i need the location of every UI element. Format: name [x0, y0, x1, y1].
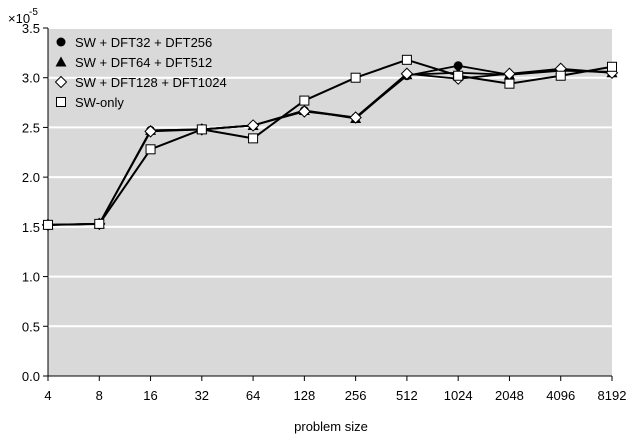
data-point: [298, 105, 311, 118]
series-line: [47, 67, 613, 226]
y-tick-label: 0.0: [22, 369, 40, 384]
y-tick-label: 0.5: [22, 319, 40, 334]
data-point: [349, 111, 362, 124]
data-point: [453, 70, 464, 81]
x-tick-label: 1024: [444, 388, 473, 403]
legend-entry: SW + DFT128 + DFT1024: [75, 75, 227, 90]
plot-area: 0.0 0.5 1.0 1.5 2.0 2.5 3.0 3.5 4 8 16 32 64 128 256 51…: [22, 21, 627, 403]
legend-marker: [54, 75, 68, 89]
x-tick-label: 8192: [598, 388, 627, 403]
data-point: [350, 72, 361, 83]
x-tick-label: 4096: [546, 388, 575, 403]
series-line: [47, 58, 613, 226]
legend-marker: [55, 56, 67, 67]
y-tick-label: 3.0: [22, 71, 40, 86]
data-point: [43, 219, 53, 230]
data-point: [453, 61, 463, 71]
x-tick-label: 16: [143, 388, 157, 403]
legend-entry: SW-only: [75, 95, 124, 110]
legend-entry: SW + DFT64 + DFT512: [75, 55, 212, 70]
legend-entry: SW + DFT32 + DFT256: [75, 35, 212, 50]
y-axis-exponent-power: -5: [29, 7, 38, 18]
x-tick-label: 4: [44, 388, 51, 403]
x-tick-label: 32: [195, 388, 209, 403]
data-point: [94, 218, 105, 229]
data-point: [504, 78, 515, 89]
legend-marker: [56, 37, 66, 47]
legend-marker: [56, 97, 66, 107]
x-tick-label: 2048: [495, 388, 524, 403]
data-point: [144, 125, 157, 138]
x-tick-label: 256: [345, 388, 367, 403]
y-tick-label: 1.0: [22, 270, 40, 285]
y-tick-label: 3.5: [22, 21, 40, 36]
x-axis-label: problem size: [294, 419, 368, 434]
data-point: [555, 70, 566, 81]
x-tick-label: 64: [246, 388, 260, 403]
x-tick-label: 512: [396, 388, 418, 403]
plot-background: [48, 28, 612, 376]
data-point: [607, 61, 617, 72]
data-point: [401, 54, 412, 65]
x-tick-label: 128: [294, 388, 316, 403]
data-point: [246, 119, 260, 132]
data-point: [248, 133, 259, 144]
x-tick-label: 8: [96, 388, 103, 403]
data-point: [299, 95, 310, 106]
y-tick-label: 2.0: [22, 170, 40, 185]
data-point: [145, 144, 156, 155]
y-tick-label: 1.5: [22, 220, 40, 235]
y-tick-label: 2.5: [22, 120, 40, 135]
data-point: [400, 67, 414, 80]
data-point: [196, 124, 207, 135]
y-axis-exponent-base: ×10: [8, 11, 30, 26]
